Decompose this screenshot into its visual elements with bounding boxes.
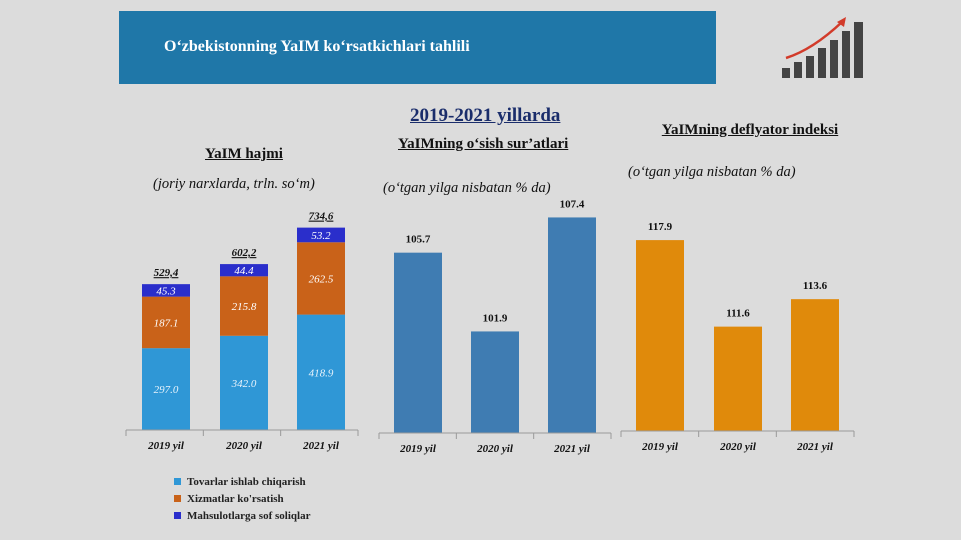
chart2-value-label: 105.7 [406, 234, 431, 246]
chart3-value-label: 111.6 [726, 308, 750, 320]
chart1-subtitle: (joriy narxlarda, trln. so‘m) [153, 176, 315, 192]
chart2-subtitle: (o‘tgan yilga nisbatan % da) [383, 180, 551, 196]
legend-swatch [174, 512, 181, 519]
bar-chart-arrow-up-icon [782, 17, 863, 78]
chart1-segment-label: 187.1 [154, 317, 179, 329]
chart1-total-label: 602,2 [232, 247, 257, 259]
legend-swatch [174, 495, 181, 502]
chart3-category-label: 2020 yil [719, 441, 757, 453]
chart2-bar [394, 252, 442, 433]
chart2-bar [548, 217, 596, 433]
chart2-category-label: 2019 yil [399, 443, 437, 455]
chart3-value-label: 117.9 [648, 221, 673, 233]
legend-label: Mahsulotlarga sof soliqlar [187, 509, 311, 522]
title-banner: O‘zbekistonning YaIM ko‘rsatkichlari tah… [119, 11, 716, 84]
chart2-title: YaIMning o‘sish sur’atlari [398, 136, 569, 152]
chart3-subtitle: (o‘tgan yilga nisbatan % da) [628, 164, 796, 180]
chart3-category-label: 2021 yil [796, 441, 834, 453]
chart1-bar-segment [297, 227, 345, 243]
chart3-bar [791, 299, 839, 431]
chart1-bar-segment [142, 348, 190, 430]
chart1-total-label: 529,4 [154, 267, 179, 279]
chart3-bar [636, 240, 684, 431]
period-title: 2019-2021 yillarda [410, 105, 561, 126]
chart1-bar-segment [297, 314, 345, 430]
chart1-category-label: 2019 yil [147, 440, 185, 452]
chart1-segment-label: 215.8 [232, 301, 257, 313]
chart1-bar-segment [220, 335, 268, 430]
chart1-legend: Tovarlar ishlab chiqarish Xizmatlar ko'rs… [174, 473, 310, 524]
chart2-bar [471, 331, 519, 433]
legend-item: Xizmatlar ko'rsatish [174, 490, 310, 507]
chart1-segment-label: 418.9 [309, 367, 334, 379]
slide-title: O‘zbekistonning YaIM ko‘rsatkichlari tah… [164, 38, 470, 55]
chart1-bar-segment [142, 296, 190, 349]
chart1-segment-label: 342.0 [231, 378, 257, 390]
chart3-title: YaIMning deflyator indeksi [661, 122, 839, 138]
chart1-title: YaIM hajmi [205, 146, 283, 162]
chart1-segment-label: 53.2 [311, 230, 331, 242]
chart1-category-label: 2020 yil [225, 440, 263, 452]
chart3-value-label: 113.6 [803, 280, 828, 292]
chart2-value-label: 101.9 [483, 312, 508, 324]
chart1-segment-label: 45.3 [156, 285, 176, 297]
chart1-bar-segment [297, 242, 345, 315]
chart1-total-label: 734,6 [309, 211, 334, 223]
chart3-bar [714, 326, 762, 431]
chart1-bar-segment [220, 276, 268, 336]
chart2-value-label: 107.4 [560, 198, 585, 210]
legend-item: Tovarlar ishlab chiqarish [174, 473, 310, 490]
chart1-category-label: 2021 yil [302, 440, 340, 452]
chart2-category-label: 2021 yil [553, 443, 591, 455]
chart1-segment-label: 44.4 [234, 265, 254, 277]
chart1-bar-segment [220, 264, 268, 277]
legend-label: Tovarlar ishlab chiqarish [187, 475, 306, 488]
legend-label: Xizmatlar ko'rsatish [187, 492, 284, 505]
chart1-segment-label: 297.0 [154, 384, 179, 396]
chart2-category-label: 2020 yil [476, 443, 514, 455]
legend-item: Mahsulotlarga sof soliqlar [174, 507, 310, 524]
legend-swatch [174, 478, 181, 485]
chart1-bar-segment [142, 284, 190, 297]
chart3-category-label: 2019 yil [641, 441, 679, 453]
chart1-segment-label: 262.5 [309, 273, 334, 285]
